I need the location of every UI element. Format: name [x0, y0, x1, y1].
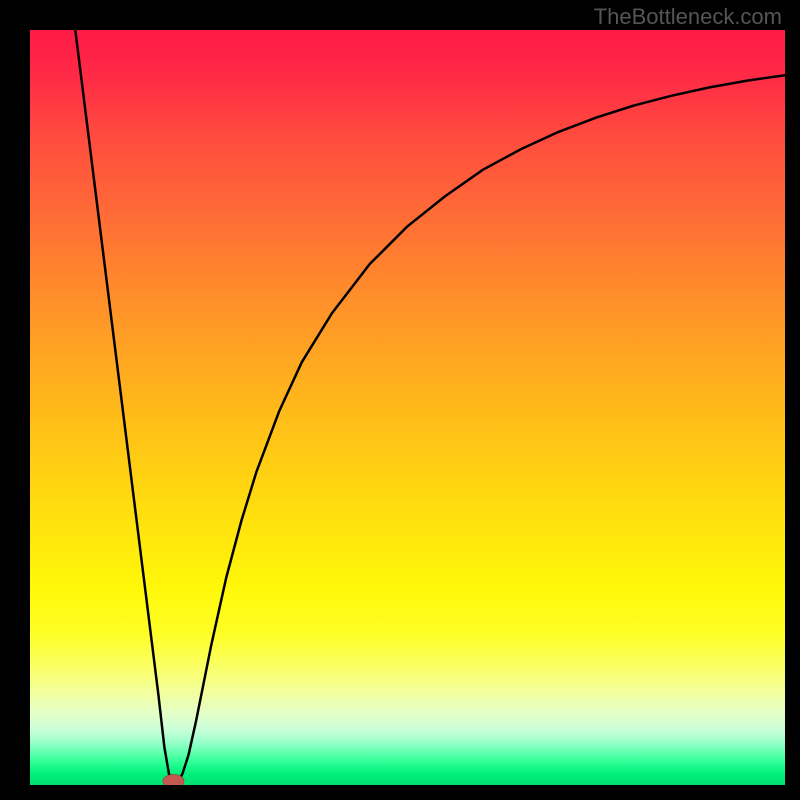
bottleneck-curve: [75, 30, 785, 783]
plot-area: [30, 30, 785, 785]
watermark-text: TheBottleneck.com: [594, 4, 782, 30]
curve-overlay: [30, 30, 785, 785]
chart-container: { "watermark": { "text": "TheBottleneck.…: [0, 0, 800, 800]
